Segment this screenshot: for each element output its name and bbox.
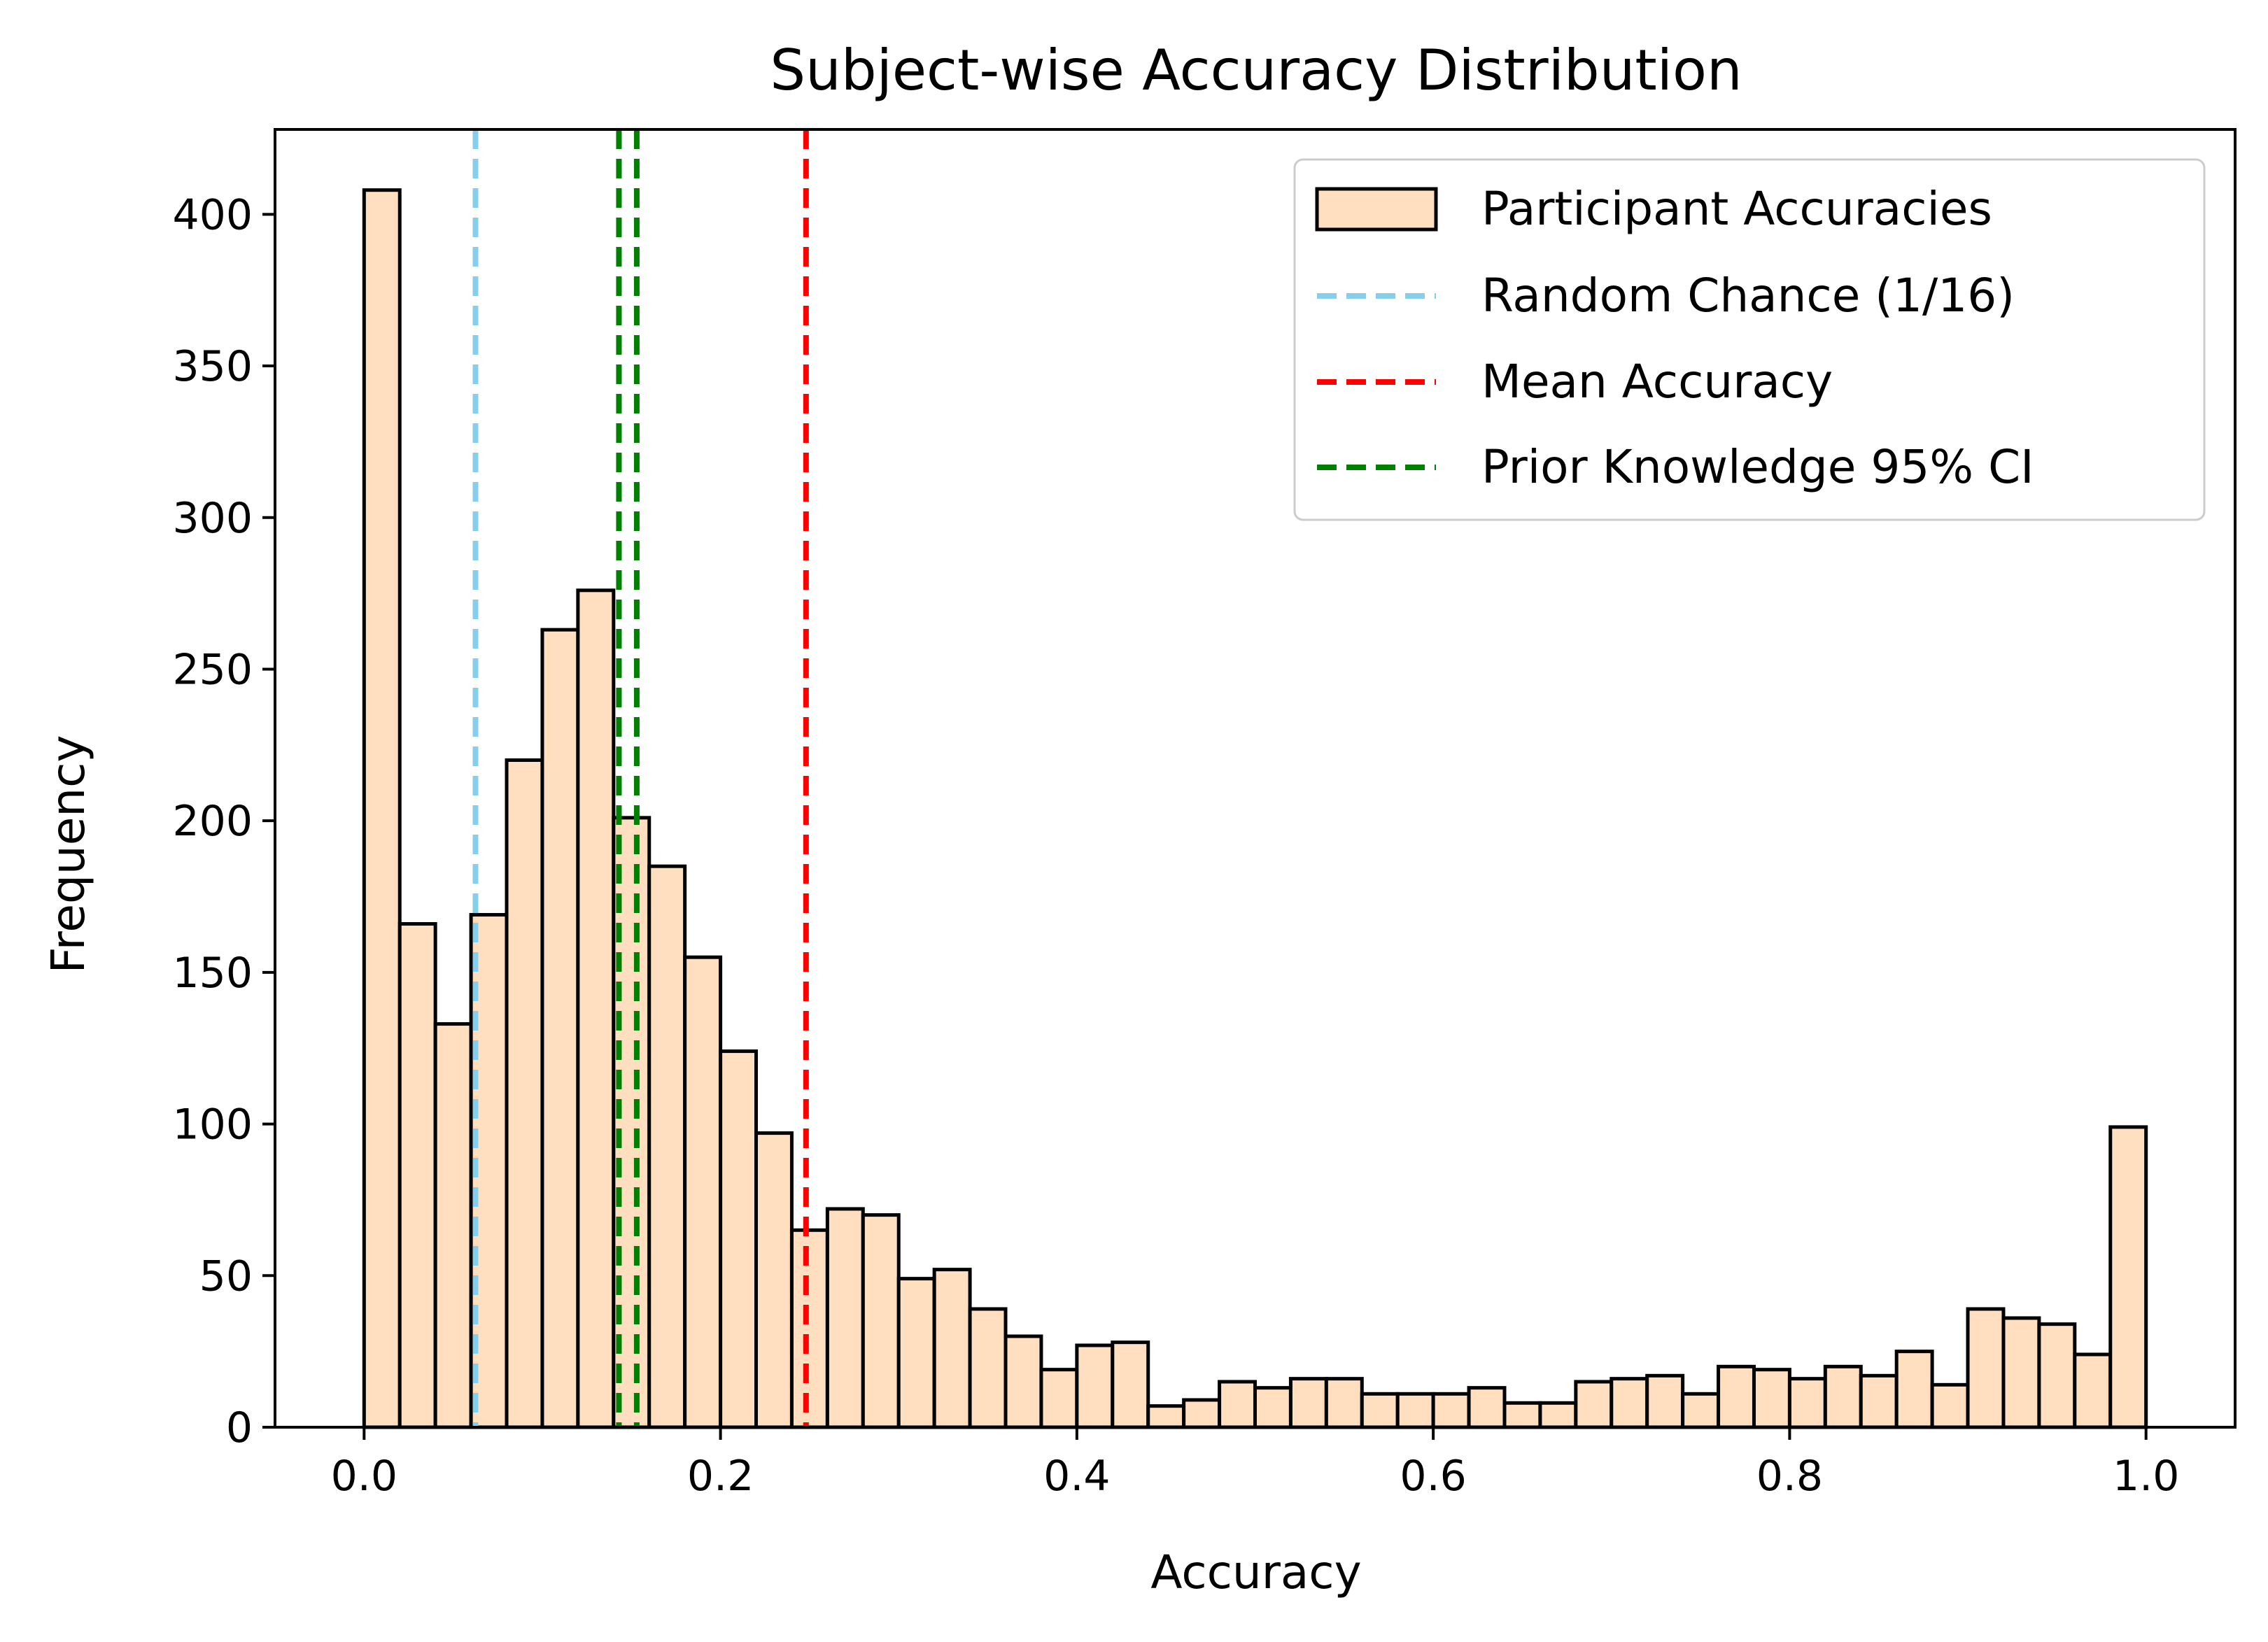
histogram-bar xyxy=(362,188,402,1429)
histogram-bar xyxy=(576,588,616,1429)
histogram-bar xyxy=(397,922,437,1429)
histogram-bar xyxy=(1288,1377,1328,1429)
histogram-bar xyxy=(1395,1392,1435,1429)
histogram-bar xyxy=(1681,1392,1721,1429)
legend-label-mean-accuracy: Mean Accuracy xyxy=(1481,355,1833,409)
x-axis-label: Accuracy xyxy=(1150,1545,1361,1599)
histogram-bar xyxy=(433,1022,473,1429)
histogram-bar xyxy=(1538,1401,1578,1429)
y-tick-label: 100 xyxy=(172,1100,253,1149)
reference-lines xyxy=(472,129,809,1427)
legend-box xyxy=(1293,158,2206,521)
histogram-bar xyxy=(1787,1377,1827,1429)
histogram-bar xyxy=(505,758,544,1429)
legend-label-random-chance: Random Chance (1/16) xyxy=(1481,269,2015,323)
histogram-bar xyxy=(1574,1380,1614,1429)
histogram-bar xyxy=(825,1207,865,1429)
histogram-bar xyxy=(1610,1377,1649,1429)
histogram-bar xyxy=(719,1049,759,1429)
y-tick-label: 400 xyxy=(172,190,253,239)
histogram-bar xyxy=(683,955,723,1429)
histogram-bar xyxy=(1894,1350,1934,1429)
histogram-bar xyxy=(1431,1392,1471,1429)
histogram-bar xyxy=(1502,1401,1542,1429)
histogram-bar xyxy=(2108,1125,2148,1429)
chart-title: Subject-wise Accuracy Distribution xyxy=(770,38,1742,103)
histogram-bar xyxy=(1324,1377,1364,1429)
histogram-bar xyxy=(1075,1343,1115,1429)
x-tick-label: 0.6 xyxy=(1400,1452,1466,1501)
histogram-bar xyxy=(754,1131,794,1429)
histogram-bar xyxy=(932,1268,972,1429)
y-axis-label: Frequency xyxy=(41,735,95,974)
histogram-bar xyxy=(1039,1368,1079,1429)
y-axis-ticks: 0 50 100 150 200 250 300 350 400 xyxy=(172,190,275,1452)
histogram-bars xyxy=(362,188,2148,1429)
histogram-bar xyxy=(789,1228,829,1429)
x-tick-label: 0.0 xyxy=(331,1452,397,1501)
x-tick-label: 0.2 xyxy=(687,1452,754,1501)
histogram-bar xyxy=(1859,1373,1899,1429)
histogram-bar xyxy=(2037,1322,2077,1429)
histogram-bar xyxy=(540,628,580,1429)
x-tick-label: 1.0 xyxy=(2113,1452,2179,1501)
histogram-bar xyxy=(1467,1386,1507,1429)
histogram-bar xyxy=(1218,1380,1258,1429)
histogram-bar xyxy=(1111,1340,1150,1429)
histogram-bar xyxy=(1752,1368,1791,1429)
histogram-bar xyxy=(647,864,687,1429)
plot-area-frame xyxy=(274,128,2237,1429)
histogram-bar xyxy=(2073,1352,2113,1429)
legend-label-prior-knowledge-ci: Prior Knowledge 95% CI xyxy=(1481,440,2034,494)
histogram-bar xyxy=(1966,1307,2006,1429)
histogram-bar xyxy=(2001,1316,2041,1429)
x-tick-label: 0.4 xyxy=(1043,1452,1110,1501)
x-axis-ticks: 0.0 0.2 0.4 0.6 0.8 1.0 xyxy=(331,1427,2179,1501)
x-tick-label: 0.8 xyxy=(1756,1452,1823,1501)
histogram-bar xyxy=(1253,1386,1293,1429)
histogram-bar xyxy=(1823,1364,1863,1429)
y-tick-label: 0 xyxy=(226,1403,253,1452)
legend-patch-participant-accuracies xyxy=(1315,187,1438,232)
histogram-bar xyxy=(1182,1398,1222,1429)
histogram-bar xyxy=(1930,1382,1970,1429)
y-tick-label: 350 xyxy=(172,342,253,391)
y-tick-label: 50 xyxy=(199,1252,253,1301)
histogram-bar xyxy=(861,1213,901,1429)
histogram-bar xyxy=(896,1277,936,1429)
histogram-bar xyxy=(968,1307,1008,1429)
legend-label-participant-accuracies: Participant Accuracies xyxy=(1481,182,1992,236)
legend: Participant Accuracies Random Chance (1/… xyxy=(1293,158,2206,521)
y-tick-label: 250 xyxy=(172,645,253,694)
histogram-bar xyxy=(1717,1364,1756,1429)
y-tick-label: 200 xyxy=(172,797,253,846)
histogram-bar xyxy=(612,816,651,1429)
histogram-bar xyxy=(1146,1404,1186,1429)
histogram-bar xyxy=(1003,1334,1043,1429)
histogram-bar xyxy=(1360,1392,1400,1429)
histogram-bar xyxy=(1645,1373,1685,1429)
y-tick-label: 300 xyxy=(172,494,253,543)
y-tick-label: 150 xyxy=(172,949,253,998)
